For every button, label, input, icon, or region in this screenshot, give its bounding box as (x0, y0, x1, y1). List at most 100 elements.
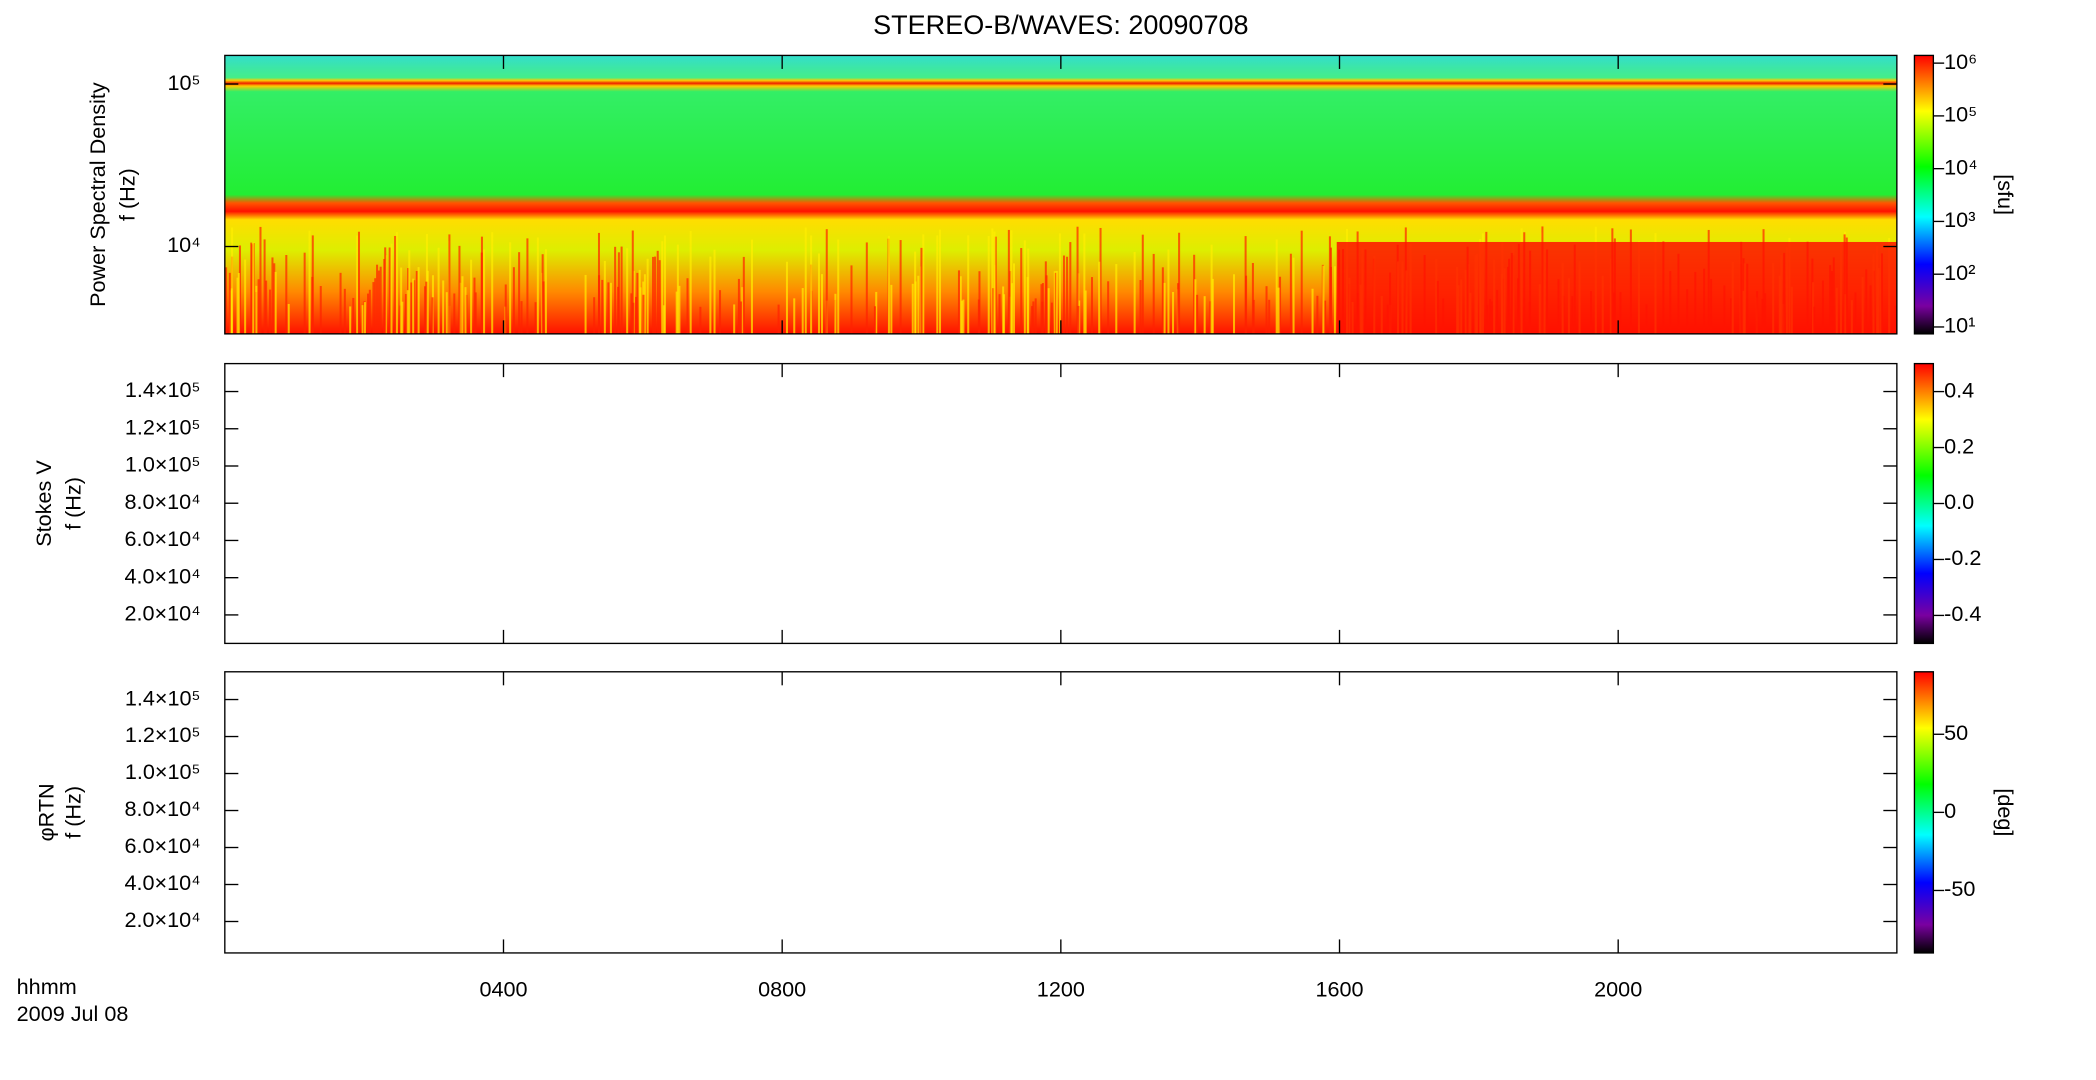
spectrogram-streak (1210, 244, 1213, 334)
spectrogram-streak (992, 288, 995, 334)
spectrogram-streak (374, 278, 377, 334)
spectrogram-streak (308, 230, 311, 334)
spectrogram-streak (899, 240, 902, 334)
spectrogram-streak (363, 302, 366, 334)
spectrogram-streak (228, 272, 231, 334)
spectrogram-streak (461, 276, 464, 334)
spectrogram-streak (597, 232, 600, 334)
spectrogram-streak (273, 263, 276, 334)
spectrogram-streak (1034, 298, 1037, 334)
spectrogram-streak (376, 264, 379, 334)
x-tick-label: 0800 (758, 977, 806, 1002)
y-tick-label: 8.0×10⁴ (125, 489, 201, 514)
spectrogram-streak (620, 246, 623, 334)
spectrogram-streak (1252, 299, 1255, 334)
y-tick-label: 1.4×10⁵ (125, 377, 201, 402)
spectrogram-streak (1041, 283, 1044, 334)
spectrogram-streak (1163, 282, 1166, 334)
spectrogram-streak (394, 235, 397, 334)
spectrogram-streak (607, 282, 610, 334)
spectrogram-streak (230, 288, 233, 334)
spectrogram-streak (993, 231, 996, 334)
spectrogram-streak (635, 296, 638, 334)
spectrogram-streak (676, 244, 679, 334)
spectrogram-streak (225, 267, 228, 334)
spectrogram-streak (1062, 255, 1066, 334)
spectrogram-streak (1032, 301, 1035, 334)
colorbar-label: [sfu] (1993, 174, 2018, 215)
spectrogram-streak (810, 235, 813, 334)
spectrogram-streak (1152, 253, 1155, 334)
spectrogram-streak (425, 281, 428, 334)
spectrogram-streak (1292, 257, 1295, 334)
spectrogram-streak (483, 249, 486, 334)
spectrogram-streak (686, 278, 689, 334)
spectrogram-streak (413, 280, 416, 334)
spectrogram-streak (994, 236, 997, 334)
spectrogram-streak (1172, 291, 1175, 334)
spectrogram-streak (424, 286, 427, 334)
spectrogram-streak (417, 267, 420, 334)
spectrogram-streak (643, 274, 646, 334)
spectrogram-streak (474, 292, 477, 334)
y-tick-label: 1.0×10⁵ (125, 452, 201, 477)
spectrogram-streak (1027, 248, 1030, 334)
colorbar-tick-label: 0 (1944, 798, 1956, 823)
spectrogram-streak (401, 301, 404, 334)
spectrogram-streak (642, 294, 645, 334)
spectrogram-streak (917, 275, 920, 334)
spectrogram-streak (741, 287, 744, 334)
spectrogram-streak (777, 304, 780, 334)
spectrogram-streak (875, 291, 878, 334)
spectrogram-streak (1010, 283, 1013, 334)
spectrogram-streak (1141, 234, 1144, 334)
spectrogram-streak (1133, 251, 1136, 334)
y-axis-label: φRTN (33, 783, 58, 841)
spectrogram-streak (1084, 290, 1087, 334)
spectrogram-streak (231, 227, 234, 334)
spectrogram-streak (512, 267, 515, 334)
spectrogram-streak (638, 269, 641, 334)
spectrogram-streak (412, 278, 415, 334)
spectrogram-streak (626, 248, 629, 334)
spectrogram-streak (834, 293, 837, 334)
spectrogram-streak (865, 242, 868, 334)
spectrogram-streak (936, 235, 939, 334)
spectrogram-streak (978, 271, 981, 334)
spectrogram-streak (520, 301, 523, 334)
spectrogram-streak (1003, 294, 1006, 334)
spectrogram-streak (265, 280, 268, 334)
spectrogram-streak (400, 267, 403, 334)
colorbar-tick-label: 10² (1944, 260, 1975, 285)
spectrogram-streak (250, 242, 253, 334)
colorbar (1913, 671, 1935, 954)
spectrogram-streak (593, 297, 596, 334)
spectrogram-streak (285, 255, 288, 334)
spectrogram-streak (349, 306, 352, 334)
spectrogram-streak (1251, 263, 1254, 334)
spectrogram-streak (959, 276, 962, 334)
spectrogram-streak (1289, 253, 1292, 334)
spectrogram-streak (1311, 288, 1314, 334)
spectrogram-streak (837, 239, 840, 334)
spectrogram-streak (1031, 306, 1034, 334)
spectrogram-streak (252, 242, 255, 334)
spectrogram-streak (713, 249, 716, 334)
spectrogram-streak (1324, 300, 1327, 334)
spectrogram-streak (719, 290, 722, 334)
spectrogram-streak (1177, 283, 1180, 334)
spectrogram-streak (445, 292, 448, 334)
spectrogram-streak (1107, 281, 1110, 334)
spectrogram-streak (379, 266, 382, 334)
spectrogram-streak (1012, 263, 1016, 334)
spectrogram-streak (662, 305, 665, 334)
spectrogram-streak (237, 273, 240, 334)
colorbar-tick-label: 50 (1944, 720, 1968, 745)
x-tick-label: 1600 (1315, 977, 1363, 1002)
spectrogram-streak (431, 297, 434, 334)
spectrogram-streak (656, 250, 659, 334)
y-axis-label: Stokes V (31, 460, 56, 547)
spectrogram-streak (709, 256, 712, 334)
spectrogram-streak (785, 261, 788, 334)
spectrogram-streak (464, 287, 467, 334)
